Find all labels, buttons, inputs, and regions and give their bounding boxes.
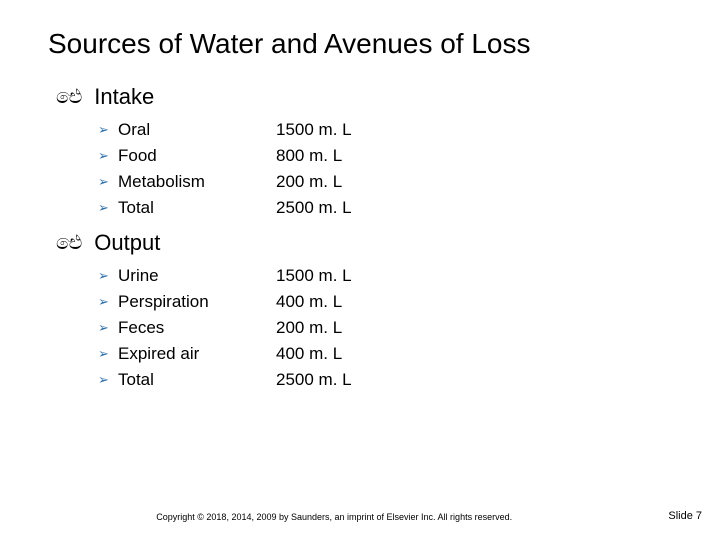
section-bullet-icon: ඓ bbox=[56, 87, 82, 107]
list-item: ➢ Oral 1500 m. L bbox=[98, 120, 672, 140]
item-value: 1500 m. L bbox=[276, 120, 352, 140]
section-label: Output bbox=[94, 230, 160, 256]
section-header: ඓ Output bbox=[56, 230, 672, 256]
arrow-icon: ➢ bbox=[98, 148, 118, 164]
list-item: ➢ Total 2500 m. L bbox=[98, 370, 672, 390]
arrow-icon: ➢ bbox=[98, 268, 118, 284]
item-value: 200 m. L bbox=[276, 172, 342, 192]
footer: Copyright © 2018, 2014, 2009 by Saunders… bbox=[0, 510, 720, 522]
output-rows: ➢ Urine 1500 m. L ➢ Perspiration 400 m. … bbox=[98, 266, 672, 390]
item-name: Urine bbox=[118, 266, 276, 286]
intake-rows: ➢ Oral 1500 m. L ➢ Food 800 m. L ➢ Metab… bbox=[98, 120, 672, 218]
section-header: ඓ Intake bbox=[56, 84, 672, 110]
slide-number: Slide 7 bbox=[668, 510, 702, 522]
item-name: Food bbox=[118, 146, 276, 166]
arrow-icon: ➢ bbox=[98, 294, 118, 310]
list-item: ➢ Total 2500 m. L bbox=[98, 198, 672, 218]
item-name: Expired air bbox=[118, 344, 276, 364]
item-value: 1500 m. L bbox=[276, 266, 352, 286]
item-value: 400 m. L bbox=[276, 292, 342, 312]
section-bullet-icon: ඓ bbox=[56, 233, 82, 253]
item-value: 2500 m. L bbox=[276, 198, 352, 218]
arrow-icon: ➢ bbox=[98, 320, 118, 336]
item-value: 2500 m. L bbox=[276, 370, 352, 390]
section-label: Intake bbox=[94, 84, 154, 110]
item-name: Total bbox=[118, 370, 276, 390]
section-intake: ඓ Intake ➢ Oral 1500 m. L ➢ Food 800 m. … bbox=[56, 84, 672, 218]
item-name: Feces bbox=[118, 318, 276, 338]
list-item: ➢ Urine 1500 m. L bbox=[98, 266, 672, 286]
arrow-icon: ➢ bbox=[98, 122, 118, 138]
item-name: Perspiration bbox=[118, 292, 276, 312]
item-value: 400 m. L bbox=[276, 344, 342, 364]
arrow-icon: ➢ bbox=[98, 200, 118, 216]
slide: Sources of Water and Avenues of Loss ඓ I… bbox=[0, 0, 720, 540]
arrow-icon: ➢ bbox=[98, 174, 118, 190]
item-value: 800 m. L bbox=[276, 146, 342, 166]
page-title: Sources of Water and Avenues of Loss bbox=[48, 28, 672, 60]
list-item: ➢ Food 800 m. L bbox=[98, 146, 672, 166]
list-item: ➢ Metabolism 200 m. L bbox=[98, 172, 672, 192]
list-item: ➢ Feces 200 m. L bbox=[98, 318, 672, 338]
copyright-text: Copyright © 2018, 2014, 2009 by Saunders… bbox=[0, 512, 668, 522]
arrow-icon: ➢ bbox=[98, 346, 118, 362]
section-output: ඓ Output ➢ Urine 1500 m. L ➢ Perspiratio… bbox=[56, 230, 672, 390]
arrow-icon: ➢ bbox=[98, 372, 118, 388]
list-item: ➢ Expired air 400 m. L bbox=[98, 344, 672, 364]
list-item: ➢ Perspiration 400 m. L bbox=[98, 292, 672, 312]
item-name: Oral bbox=[118, 120, 276, 140]
item-name: Total bbox=[118, 198, 276, 218]
item-value: 200 m. L bbox=[276, 318, 342, 338]
item-name: Metabolism bbox=[118, 172, 276, 192]
